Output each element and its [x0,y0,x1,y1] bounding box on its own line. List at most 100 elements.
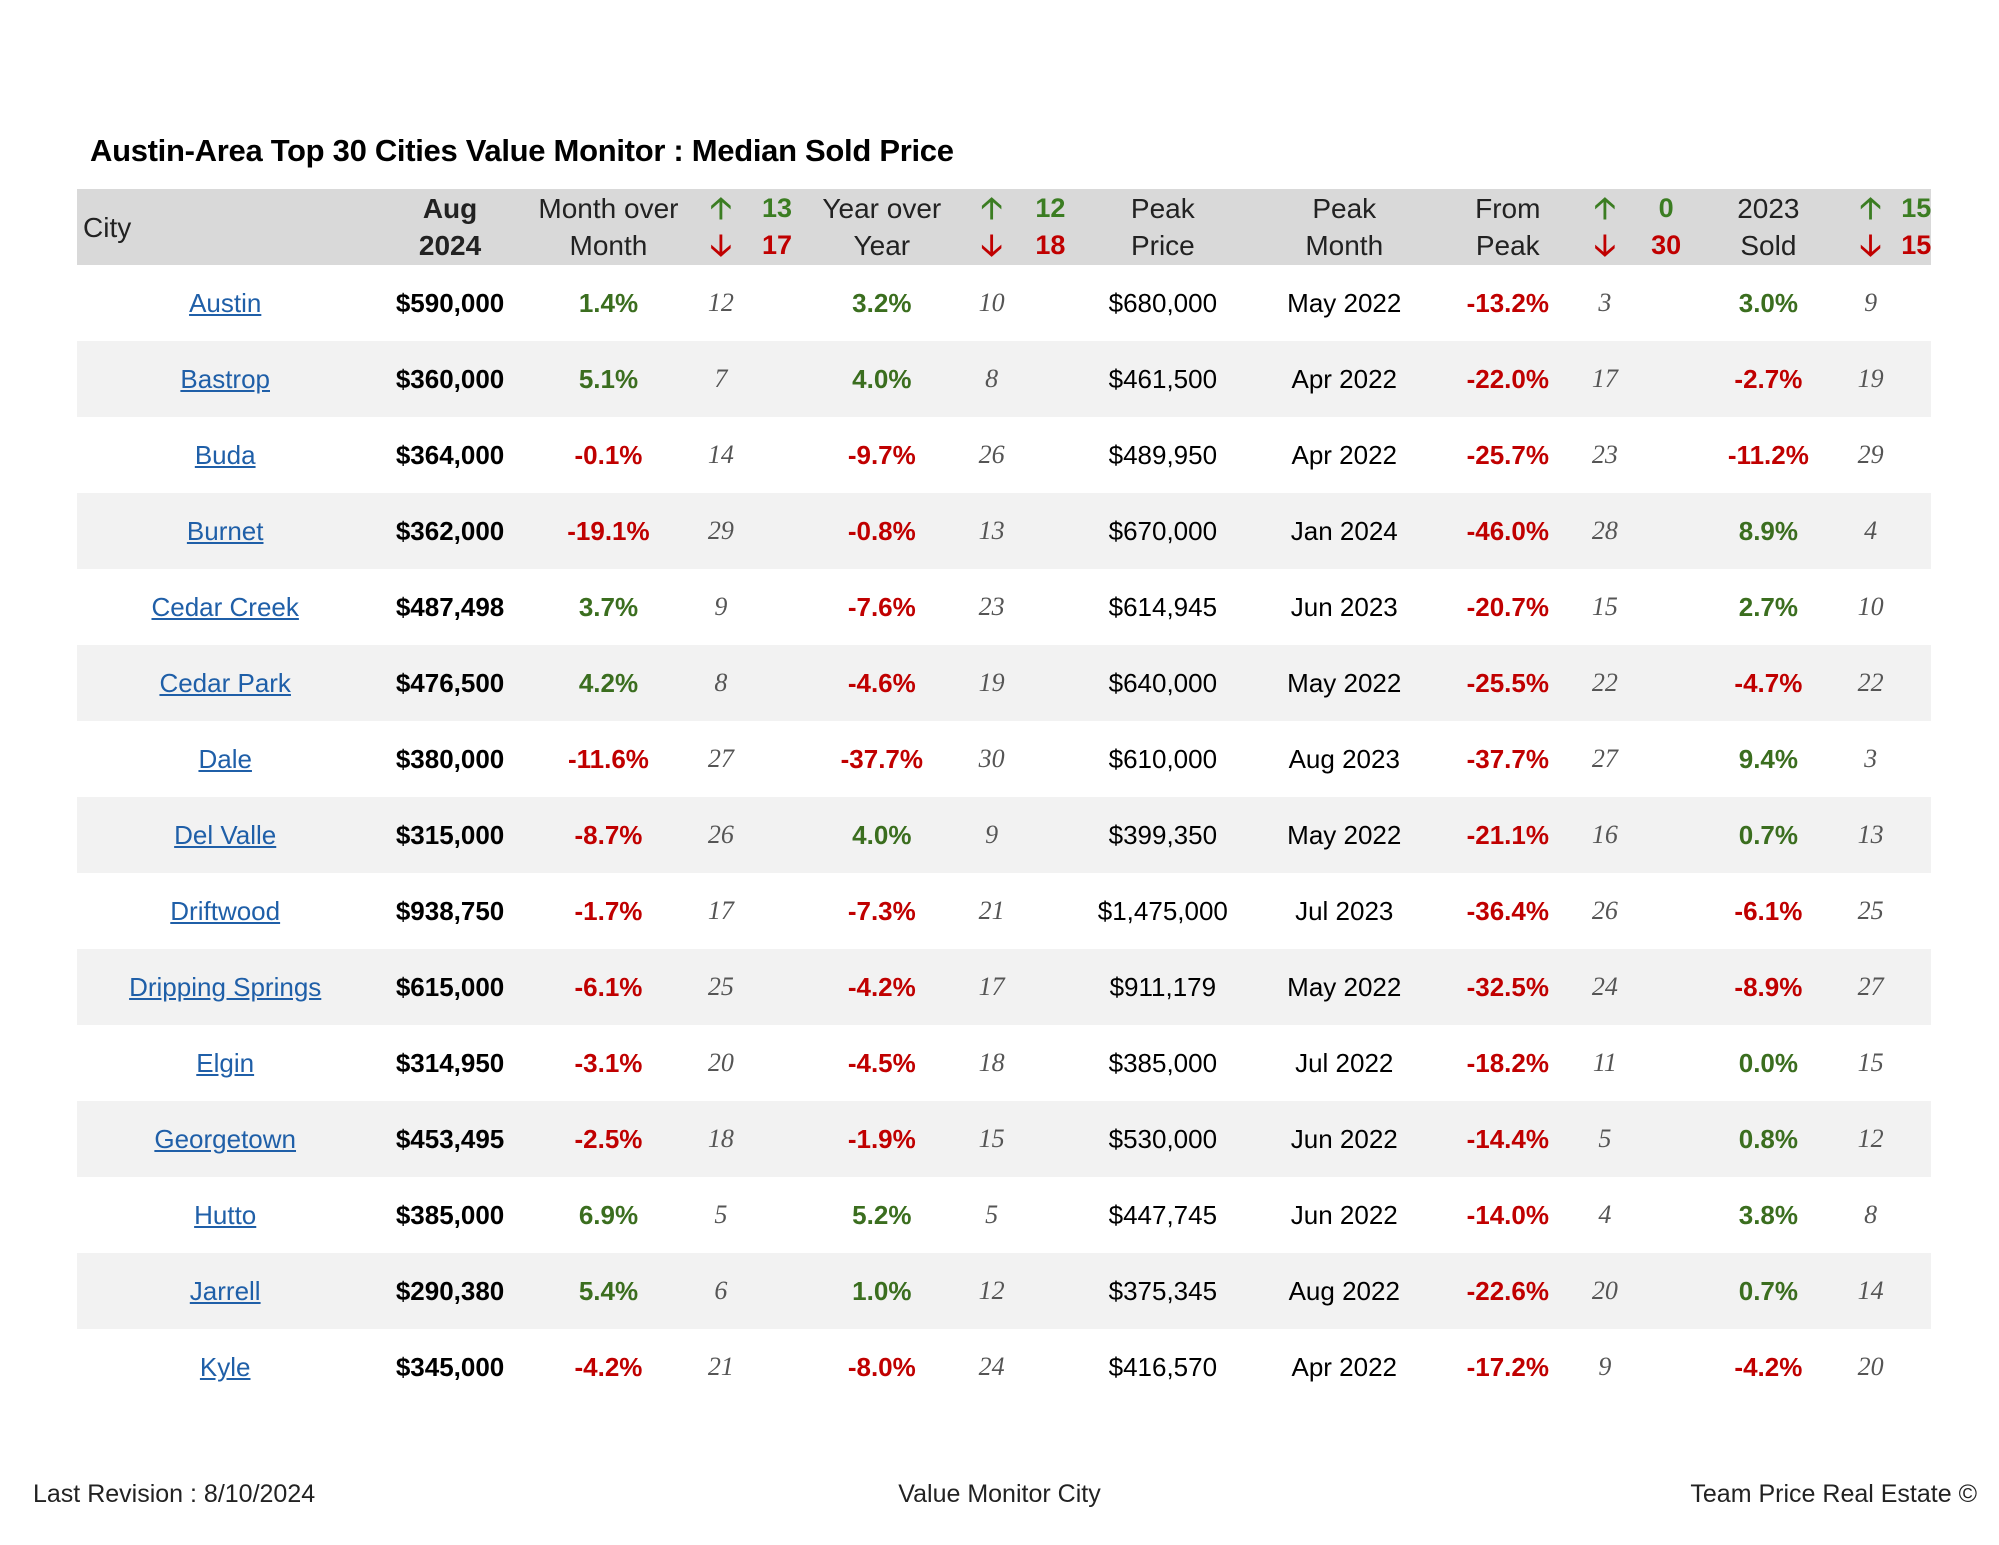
sold-2023-change: 9.4% [1738,743,1798,774]
spacer [1901,341,1931,417]
peak-month: May 2022 [1287,287,1402,318]
mom-change: -2.5% [526,1101,691,1177]
table-row: Dale $380,000 -11.6% 27 -37.7% 30 $610,000 Aug … [77,721,1931,797]
spacer [752,1177,803,1253]
city-cell: Cedar Park [77,645,374,721]
city-cell: Austin [77,265,373,341]
mom-change: 5.1% [526,341,691,417]
city-link[interactable]: Kyle [199,1351,251,1382]
from-peak-rank: 27 [1591,744,1618,773]
peak-price: $385,000 [1108,1047,1218,1078]
city-link[interactable]: Bastrop [180,363,270,394]
yoy-rank: 18 [978,1048,1005,1077]
sold-2023-rank: 15 [1857,1048,1884,1077]
city-link[interactable]: Georgetown [154,1123,297,1154]
spacer [1635,797,1697,873]
spacer [1901,569,1931,645]
spacer [1022,493,1079,569]
mom-change: -6.1% [526,949,691,1025]
yoy-change: -4.2% [802,949,962,1025]
from-peak: -22.6% [1441,1253,1575,1329]
yoy-rank: 5 [985,1200,999,1229]
spacer [752,1025,803,1101]
city-link[interactable]: Buda [194,439,256,470]
sold-2023-change: 3.0% [1738,287,1798,318]
spacer [1022,721,1078,797]
sold-2023-rank: 9 [1864,288,1878,317]
city-link[interactable]: Burnet [186,515,264,546]
city-cell: Elgin [77,1025,373,1101]
spacer [1636,569,1697,645]
mom-change: 5.4% [526,1253,691,1329]
mom-rank: 20 [707,1048,734,1077]
city-cell: Hutto [77,1177,373,1253]
city-link[interactable]: Cedar Creek [151,591,299,622]
header-mom-line2: Month [569,230,648,261]
spacer [1022,417,1078,493]
spacer [1022,265,1078,341]
peak-month: May 2022 [1247,645,1442,721]
mom-change: 4.2% [526,645,691,721]
yoy-change: -4.5% [847,1047,916,1078]
city-link[interactable]: Austin [189,287,262,318]
mom-rank: 25 [690,949,752,1025]
peak-month: Jun 2023 [1290,591,1398,622]
header-2023-sold: 2023 Sold [1696,189,1840,265]
peak-price: $640,000 [1078,645,1248,721]
yoy-change: 3.2% [852,287,912,318]
spacer [1636,1177,1697,1253]
city-link[interactable]: Dripping Springs [129,971,322,1002]
spacer [1901,417,1931,493]
yoy-up-count: 12 [1035,193,1066,223]
table-row: Elgin $314,950 -3.1% 20 -4.5% 18 $385,000 Jul 2… [77,1025,1931,1101]
arrow-up-icon: 🡡 [1859,192,1882,225]
header-peak-price: Peak Price [1078,189,1248,265]
spacer [1635,341,1697,417]
table-row: Del Valle $315,000 -8.7% 26 4.0% 9 $399,350 May… [77,797,1931,873]
mom-change: 3.7% [578,591,639,622]
spacer [751,1253,803,1329]
spacer [1022,949,1079,1025]
city-link[interactable]: Cedar Park [159,667,291,698]
header-aug-line1: Aug [422,193,478,224]
from-peak: -32.5% [1441,949,1575,1025]
aug-2024-price: $314,950 [395,1047,505,1078]
sold-2023-rank: 27 [1839,949,1902,1025]
header-fp-counts: 0 30 [1635,189,1697,265]
sold-2023-change: -8.9% [1696,949,1840,1025]
spacer [1901,1025,1931,1101]
header-peak-line2: Price [1130,230,1195,261]
arrow-up-icon: 🡡 [1594,192,1616,225]
from-peak: -14.0% [1466,1199,1549,1230]
mom-rank: 14 [707,440,734,469]
city-link[interactable]: Elgin [196,1047,255,1078]
spacer [1635,1253,1697,1329]
spacer [752,721,803,797]
header-month-over-month: Month over Month [526,189,691,265]
aug-2024-price: $315,000 [373,797,527,873]
city-link[interactable]: Driftwood [170,895,281,926]
table-row: Hutto $385,000 6.9% 5 5.2% 5 $447,745 Jun 2022 -… [77,1177,1931,1253]
table-row: Cedar Creek $487,498 3.7% 9 -7.6% 23 $614,945 J… [77,569,1931,645]
peak-month: Aug 2022 [1247,1253,1442,1329]
header-mom-counts: 13 17 [751,189,803,265]
spacer [752,873,803,949]
header-pm-line1: Peak [1312,193,1377,224]
peak-price: $680,000 [1108,287,1218,318]
yoy-rank: 9 [961,797,1023,873]
header-city: City [77,189,374,265]
city-cell: Dripping Springs [77,949,374,1025]
city-link[interactable]: Dale [198,743,252,774]
sold-2023-rank: 12 [1839,1101,1902,1177]
city-link[interactable]: Jarrell [189,1275,261,1306]
city-link[interactable]: Del Valle [174,819,277,850]
mom-rank: 8 [690,645,752,721]
yoy-rank: 19 [961,645,1023,721]
peak-month: Jun 2022 [1290,1199,1398,1230]
header-yoy-arrows: 🡡 🡣 [961,189,1023,265]
yoy-rank: 30 [978,744,1005,773]
mom-change: -1.7% [574,895,643,926]
mom-rank: 7 [690,341,752,417]
header-yoy-counts: 12 18 [1022,189,1079,265]
city-link[interactable]: Hutto [194,1199,257,1230]
